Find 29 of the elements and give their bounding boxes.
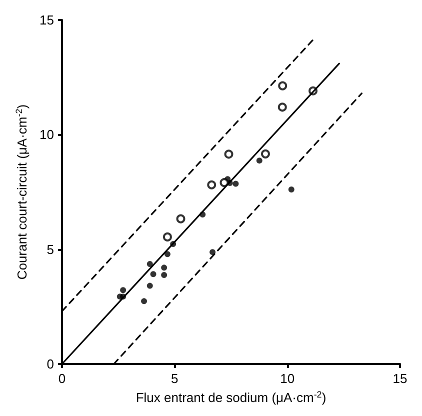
y-tick-label: 15 <box>40 12 54 28</box>
y-axis-title: Courant court-circuit (μA·cm-2) <box>14 104 30 280</box>
point <box>278 102 287 112</box>
point <box>260 149 270 158</box>
y-tick-label: 10 <box>40 127 54 142</box>
point <box>210 249 216 256</box>
x-tick-label: 5 <box>171 371 178 386</box>
point <box>146 261 153 268</box>
point <box>278 81 288 90</box>
point <box>207 180 216 190</box>
point <box>256 158 262 164</box>
point <box>176 214 186 224</box>
point <box>232 180 239 187</box>
point <box>141 298 148 304</box>
point <box>162 232 172 242</box>
y-tick-label: 5 <box>46 242 54 257</box>
y-tick-label: 0 <box>46 356 54 372</box>
x-tick-label: 10 <box>280 371 295 386</box>
x-tick-label: 0 <box>58 371 66 386</box>
point <box>161 264 168 271</box>
point <box>161 272 168 278</box>
point <box>220 178 229 188</box>
point <box>150 271 156 278</box>
point <box>164 251 170 258</box>
point <box>288 186 294 192</box>
point <box>146 282 153 289</box>
x-tick-label: 15 <box>392 371 408 386</box>
point <box>120 287 126 294</box>
point <box>224 150 234 159</box>
